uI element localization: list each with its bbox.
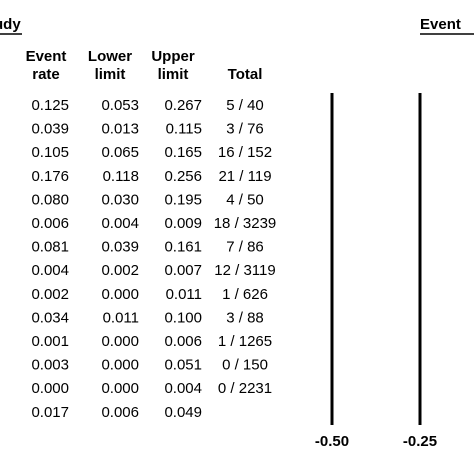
table-cell: 4 / 50	[226, 191, 264, 208]
table-cell: 0.039	[101, 239, 139, 256]
table-cell: 0.125	[31, 97, 69, 114]
table-cell: 0.011	[166, 286, 202, 303]
table-cell: 0.053	[101, 97, 139, 114]
table-cell: 1 / 1265	[218, 333, 272, 350]
table-cell: 0.017	[31, 404, 69, 421]
table-cell: 0.165	[164, 144, 202, 161]
column-header: Upper	[151, 48, 195, 65]
column-header: rate	[32, 66, 60, 83]
table-cell: 0 / 2231	[218, 380, 272, 397]
table-cell: 0.118	[103, 168, 139, 185]
table-cell: 0 / 150	[222, 357, 268, 374]
column-header: Total	[228, 66, 263, 83]
table-cell: 0.002	[101, 262, 139, 279]
table-cell: 0.115	[166, 121, 202, 138]
table-cell: 5 / 40	[226, 97, 264, 114]
table-cell: 0.009	[164, 215, 202, 232]
column-header: limit	[158, 66, 189, 83]
table-cell: 0.000	[101, 380, 139, 397]
table-cell: 12 / 3119	[214, 262, 275, 279]
table-cell: 0.000	[31, 380, 69, 397]
axis-tick-label: -0.50	[315, 433, 349, 450]
table-cell: 0.100	[164, 309, 202, 326]
table-cell: 0.161	[164, 239, 202, 256]
table-cell: 0.105	[31, 144, 69, 161]
table-cell: 16 / 152	[218, 144, 272, 161]
column-header: Event	[26, 48, 67, 65]
table-cell: 0.256	[164, 168, 202, 185]
event-header: Event	[420, 16, 461, 33]
table-cell: 7 / 86	[226, 239, 264, 256]
table-cell: 3 / 88	[226, 309, 264, 326]
table-cell: 0.195	[164, 191, 202, 208]
table-cell: 0.007	[164, 262, 202, 279]
table-cell: 0.006	[164, 333, 202, 350]
table-cell: 0.001	[31, 333, 69, 350]
table-cell: 0.004	[164, 380, 202, 397]
table-cell: 0.006	[101, 404, 139, 421]
table-cell: 0.065	[101, 144, 139, 161]
table-cell: 0.267	[164, 97, 202, 114]
study-header: udy	[0, 16, 21, 33]
table-cell: 0.006	[31, 215, 69, 232]
table-cell: 0.013	[101, 121, 139, 138]
table-cell: 0.011	[103, 309, 139, 326]
axis-tick-label: -0.25	[403, 433, 437, 450]
table-cell: 0.003	[31, 357, 69, 374]
table-cell: 0.002	[31, 286, 69, 303]
table-cell: 0.049	[164, 404, 202, 421]
table-cell: 0.000	[101, 333, 139, 350]
table-cell: 0.034	[31, 309, 69, 326]
table-cell: 0.080	[31, 191, 69, 208]
table-cell: 0.051	[164, 357, 202, 374]
table-cell: 18 / 3239	[214, 215, 277, 232]
table-cell: 0.039	[31, 121, 69, 138]
table-cell: 3 / 76	[226, 121, 264, 138]
table-cell: 21 / 119	[218, 168, 271, 185]
table-cell: 0.004	[31, 262, 69, 279]
table-cell: 0.000	[101, 286, 139, 303]
table-cell: 0.004	[101, 215, 139, 232]
column-header: limit	[95, 66, 126, 83]
table-cell: 0.176	[31, 168, 69, 185]
table-cell: 0.030	[101, 191, 139, 208]
table-cell: 0.081	[31, 239, 69, 256]
table-cell: 1 / 626	[222, 286, 268, 303]
table-cell: 0.000	[101, 357, 139, 374]
column-header: Lower	[88, 48, 132, 65]
